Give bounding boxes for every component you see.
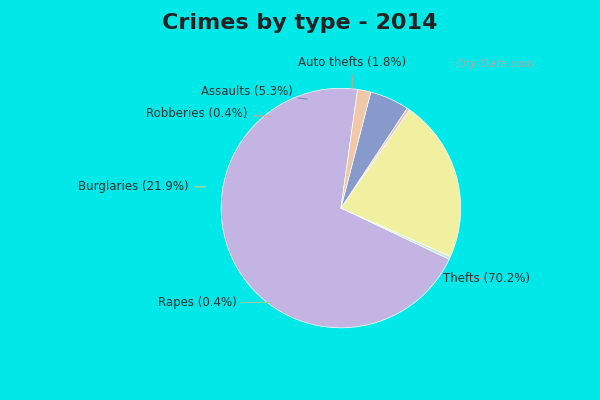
Text: Assaults (5.3%): Assaults (5.3%) xyxy=(200,84,307,99)
Text: Robberies (0.4%): Robberies (0.4%) xyxy=(146,107,272,120)
Wedge shape xyxy=(341,110,461,256)
Wedge shape xyxy=(341,108,410,208)
Text: Auto thefts (1.8%): Auto thefts (1.8%) xyxy=(298,56,406,88)
Text: Rapes (0.4%): Rapes (0.4%) xyxy=(158,296,272,309)
Wedge shape xyxy=(341,92,407,208)
Wedge shape xyxy=(221,88,449,328)
Wedge shape xyxy=(341,208,451,259)
Text: City-Data.com: City-Data.com xyxy=(456,59,536,69)
Wedge shape xyxy=(341,90,371,208)
Text: Burglaries (21.9%): Burglaries (21.9%) xyxy=(79,180,206,194)
Text: Crimes by type - 2014: Crimes by type - 2014 xyxy=(163,13,437,33)
Text: Thefts (70.2%): Thefts (70.2%) xyxy=(443,272,530,285)
